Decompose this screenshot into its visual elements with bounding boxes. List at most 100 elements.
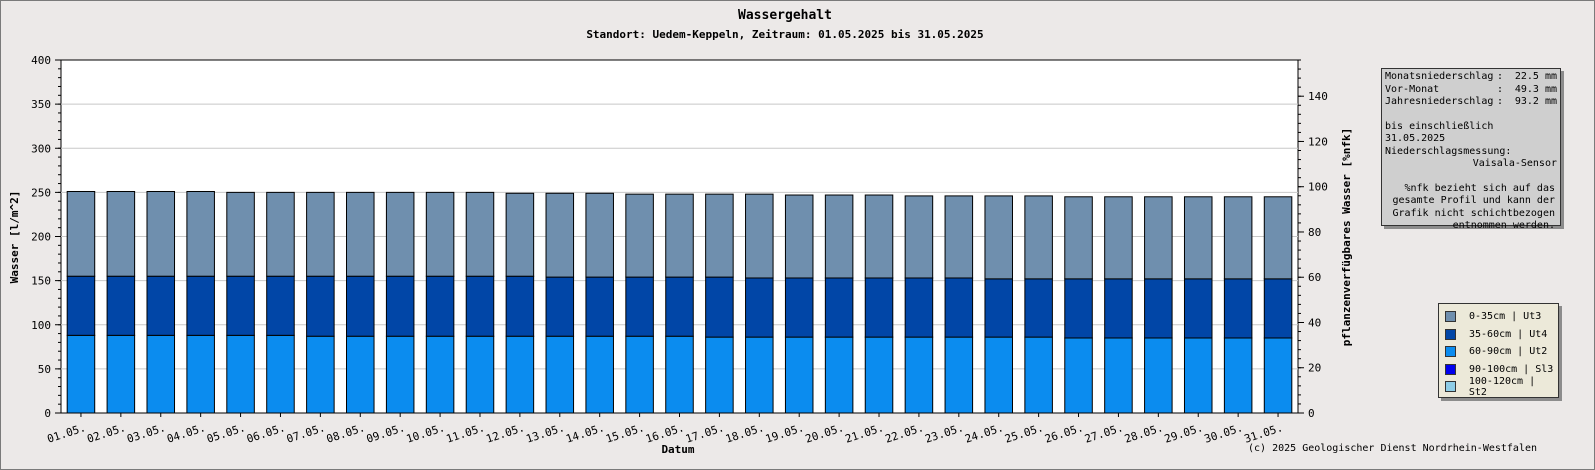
bar-segment (1223, 278, 1253, 339)
bar-segment (625, 193, 654, 278)
x-tick-label: 05.05. (205, 421, 247, 446)
bar-segment (385, 191, 415, 277)
bar-segment (146, 275, 176, 336)
x-tick-label: 28.05. (1123, 421, 1165, 446)
x-tick-label: 06.05. (245, 421, 287, 446)
bar-segment (984, 195, 1013, 280)
bar-segment (784, 336, 814, 414)
x-tick-label: 09.05. (365, 421, 407, 446)
y2-tick-label: 120 (1308, 135, 1328, 148)
bar-segment (106, 334, 136, 414)
bar-segment (585, 276, 614, 337)
bar-segment (625, 335, 654, 414)
x-tick-label: 11.05. (445, 421, 487, 446)
bar-segment (385, 275, 415, 337)
bar-segment (266, 275, 295, 336)
bar-segment (1104, 337, 1133, 414)
bar-segment (385, 335, 415, 414)
bar-segment (465, 335, 495, 414)
bar-segment (226, 191, 255, 277)
x-tick-label: 10.05. (405, 421, 447, 446)
bar-segment (864, 194, 894, 279)
y2-axis-label: pflanzenverfügbares Wasser [%nfk] (1340, 128, 1353, 347)
bar-segment (66, 190, 96, 277)
legend-label: 60-90cm | Ut2 (1469, 346, 1548, 358)
bar-segment (665, 335, 694, 414)
bar-segment (904, 277, 934, 338)
bar-segment (984, 336, 1013, 414)
bar-segment (745, 336, 774, 414)
bar-segment (346, 191, 375, 277)
bar-segment (864, 277, 894, 338)
legend-swatch (1445, 346, 1456, 358)
copyright: (c) 2025 Geologischer Dienst Nordrhein-W… (1248, 443, 1537, 454)
bar-segment (226, 334, 255, 414)
x-tick-label: 22.05. (883, 421, 925, 446)
legend-label: 100-120cm | St2 (1468, 375, 1536, 398)
y2-tick-label: 140 (1308, 90, 1328, 103)
x-axis-label: Datum (661, 443, 694, 456)
legend: 0-35cm | Ut3 35-60cm | Ut4 60-90cm | Ut2… (1438, 303, 1559, 398)
info-label: Monatsniederschlag (1385, 71, 1494, 82)
y-tick-label: 300 (31, 142, 51, 155)
y-axis-label: Wasser [l/m^2] (8, 191, 21, 284)
bar-segment (66, 275, 96, 336)
bar-segment (705, 193, 734, 278)
bar-segment (1183, 196, 1213, 280)
bar-segment (1144, 337, 1173, 414)
bar-segment (186, 275, 215, 336)
bar-segment (505, 335, 535, 414)
x-tick-label: 26.05. (1043, 421, 1085, 446)
info-row: Monatsniederschlag : 22.5 mm (1385, 71, 1557, 84)
info-value: 93.2 mm (1514, 96, 1557, 107)
bar-segment (1223, 196, 1253, 280)
bar-segment (944, 336, 974, 414)
bar-segment (1263, 278, 1293, 339)
x-tick-label: 30.05. (1203, 421, 1245, 446)
bar-segment (1024, 336, 1053, 414)
bar-segment (745, 277, 774, 338)
chart-subtitle: Standort: Uedem-Keppeln, Zeitraum: 01.05… (586, 28, 983, 41)
info-separator: : (1497, 71, 1504, 82)
bar-segment (1223, 337, 1253, 414)
info-separator: : (1497, 83, 1504, 95)
x-tick-label: 15.05. (604, 421, 646, 446)
legend-label: 35-60cm | Ut4 (1469, 328, 1548, 340)
bar-segment (1104, 278, 1133, 339)
bar-segment (1104, 196, 1133, 280)
bar-segment (306, 275, 335, 337)
y2-tick-label: 0 (1308, 407, 1315, 420)
x-tick-label: 14.05. (564, 421, 606, 446)
bar-segment (146, 190, 176, 277)
bar-segment (784, 194, 814, 279)
info-value: 22.5 mm (1514, 71, 1557, 82)
x-tick-label: 13.05. (524, 421, 566, 446)
y-tick-label: 400 (31, 54, 51, 67)
bar-segment (944, 195, 974, 279)
bar-segment (545, 192, 575, 278)
bars (66, 190, 1293, 414)
y2-tick-label: 80 (1308, 226, 1321, 239)
bar-segment (505, 275, 535, 337)
x-tick-label: 21.05. (844, 421, 886, 446)
legend-item: 90-100cm | Sl3 (1445, 361, 1558, 379)
x-tick-label: 18.05. (724, 421, 766, 446)
legend-swatch (1445, 381, 1456, 393)
info-period: bis einschließlich 31.05.2025 (1385, 120, 1494, 145)
info-box: Monatsniederschlag : 22.5 mm Vor-Monat :… (1381, 68, 1561, 231)
y2-tick-label: 60 (1308, 271, 1321, 284)
bar-segment (984, 278, 1013, 338)
legend-swatch (1445, 311, 1456, 323)
bar-segment (505, 192, 535, 277)
bar-segment (1064, 337, 1093, 414)
bar-segment (585, 335, 614, 414)
x-tick-label: 23.05. (923, 421, 965, 446)
x-tick-label: 12.05. (484, 421, 526, 446)
bar-segment (1144, 196, 1173, 280)
info-sensor: Vaisala-Sensor (1472, 158, 1557, 169)
bar-segment (306, 335, 335, 414)
info-note: %nfk bezieht sich auf das gesamte Profil… (1392, 182, 1555, 232)
bar-segment (944, 277, 974, 338)
bar-segment (824, 194, 854, 279)
bar-segment (266, 334, 295, 414)
